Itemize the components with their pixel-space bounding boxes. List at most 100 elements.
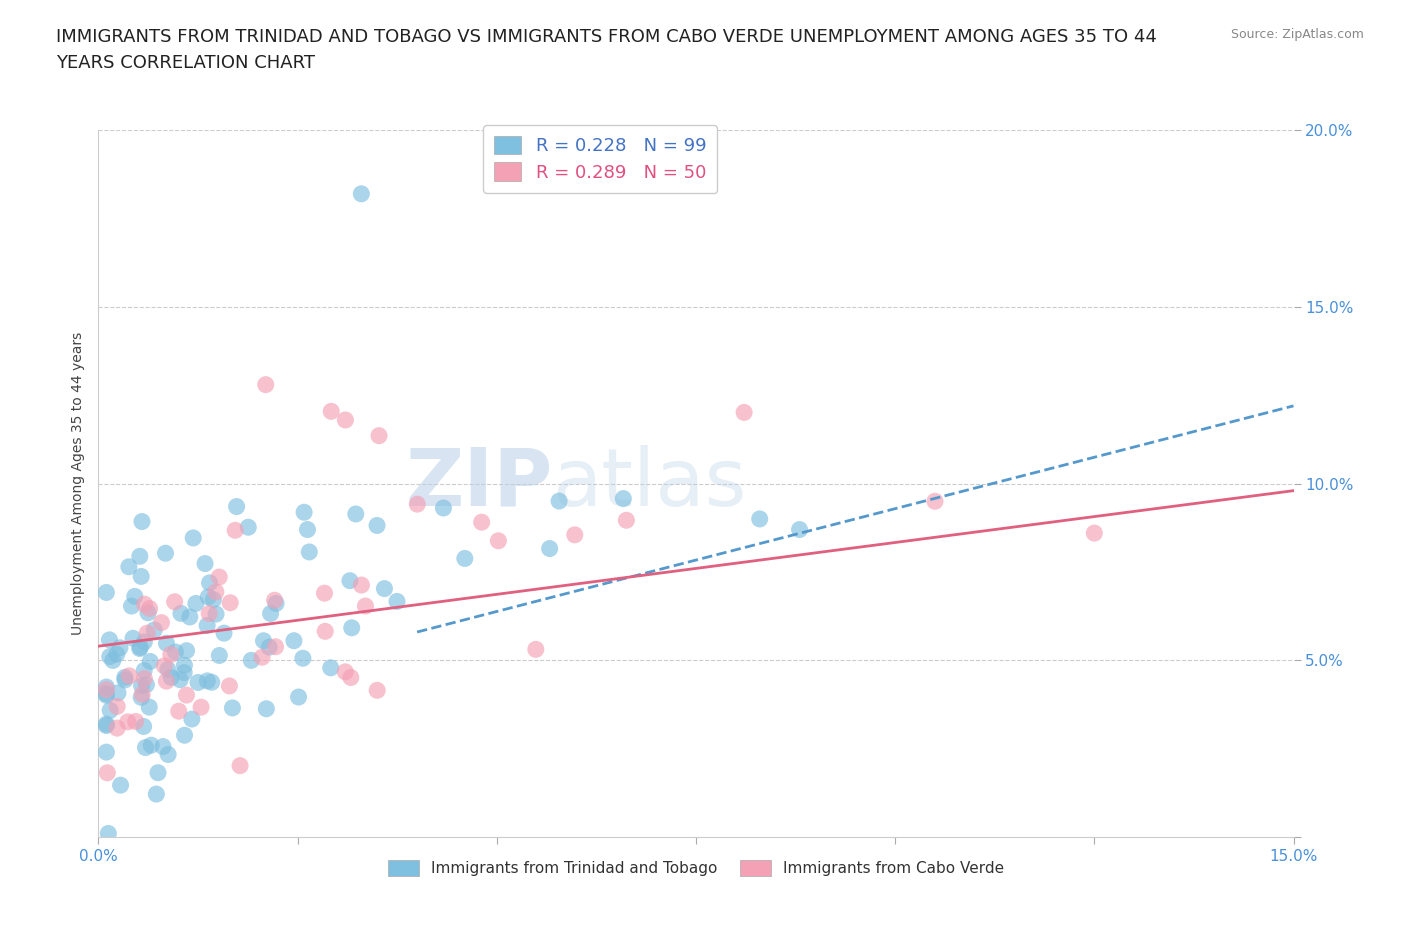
Point xyxy=(486,534,509,549)
Point xyxy=(167,704,190,719)
Point xyxy=(128,641,150,656)
Point xyxy=(564,527,586,542)
Point xyxy=(259,606,281,621)
Point xyxy=(96,718,118,733)
Point xyxy=(124,714,146,729)
Point xyxy=(96,688,118,703)
Point xyxy=(165,644,187,659)
Point xyxy=(197,590,219,604)
Point xyxy=(198,606,221,621)
Point xyxy=(184,596,207,611)
Point xyxy=(548,494,571,509)
Point xyxy=(202,592,225,607)
Point xyxy=(139,654,162,669)
Point xyxy=(366,518,388,533)
Point xyxy=(321,404,343,418)
Point xyxy=(208,570,231,585)
Point xyxy=(160,647,183,662)
Y-axis label: Unemployment Among Ages 35 to 44 years: Unemployment Among Ages 35 to 44 years xyxy=(70,332,84,635)
Point xyxy=(350,186,373,201)
Point xyxy=(173,728,195,743)
Point xyxy=(131,687,153,702)
Point xyxy=(789,522,811,537)
Point xyxy=(354,599,377,614)
Point xyxy=(152,739,174,754)
Point xyxy=(616,512,638,527)
Point xyxy=(155,546,177,561)
Point xyxy=(287,689,309,704)
Point xyxy=(339,573,361,588)
Point xyxy=(471,514,494,529)
Point xyxy=(221,700,243,715)
Point xyxy=(96,765,118,780)
Point xyxy=(229,758,252,773)
Point xyxy=(143,622,166,637)
Point xyxy=(134,671,156,686)
Point xyxy=(122,631,145,645)
Point xyxy=(136,605,159,620)
Text: Source: ZipAtlas.com: Source: ZipAtlas.com xyxy=(1230,28,1364,41)
Point xyxy=(373,581,395,596)
Point xyxy=(406,497,429,512)
Point xyxy=(454,551,477,565)
Legend: Immigrants from Trinidad and Tobago, Immigrants from Cabo Verde: Immigrants from Trinidad and Tobago, Imm… xyxy=(382,854,1010,883)
Point xyxy=(254,378,277,392)
Point xyxy=(335,413,357,428)
Point xyxy=(134,634,156,649)
Point xyxy=(263,592,285,607)
Point xyxy=(198,576,221,591)
Point xyxy=(297,522,319,537)
Point xyxy=(124,589,146,604)
Point xyxy=(96,680,118,695)
Point xyxy=(169,672,191,687)
Point xyxy=(96,683,118,698)
Point xyxy=(150,615,173,630)
Point xyxy=(1083,525,1105,540)
Point xyxy=(264,639,287,654)
Point xyxy=(157,747,180,762)
Point xyxy=(254,701,277,716)
Point xyxy=(105,646,128,661)
Point xyxy=(283,633,305,648)
Point xyxy=(339,670,361,684)
Point xyxy=(195,673,218,688)
Point xyxy=(240,653,263,668)
Point xyxy=(118,669,141,684)
Point xyxy=(181,530,204,545)
Point xyxy=(195,618,218,633)
Point xyxy=(155,636,177,651)
Point xyxy=(135,677,157,692)
Point xyxy=(538,541,561,556)
Point xyxy=(96,585,118,600)
Point xyxy=(344,507,367,522)
Point xyxy=(121,599,143,614)
Point xyxy=(366,683,388,698)
Point xyxy=(146,765,169,780)
Point xyxy=(134,597,156,612)
Point xyxy=(176,644,198,658)
Point xyxy=(96,745,118,760)
Point xyxy=(385,594,408,609)
Point xyxy=(180,711,202,726)
Point xyxy=(179,609,201,624)
Point xyxy=(163,594,186,609)
Point xyxy=(298,544,321,559)
Point xyxy=(98,632,121,647)
Point xyxy=(368,428,391,443)
Point xyxy=(173,665,195,680)
Point xyxy=(136,626,159,641)
Point xyxy=(340,620,363,635)
Text: atlas: atlas xyxy=(553,445,747,523)
Point xyxy=(238,520,260,535)
Point xyxy=(114,670,136,684)
Point xyxy=(117,714,139,729)
Point xyxy=(264,596,287,611)
Point xyxy=(257,640,280,655)
Point xyxy=(252,633,274,648)
Point xyxy=(194,556,217,571)
Point xyxy=(107,685,129,700)
Point xyxy=(105,699,128,714)
Point xyxy=(748,512,770,526)
Point xyxy=(319,660,342,675)
Point xyxy=(201,675,224,690)
